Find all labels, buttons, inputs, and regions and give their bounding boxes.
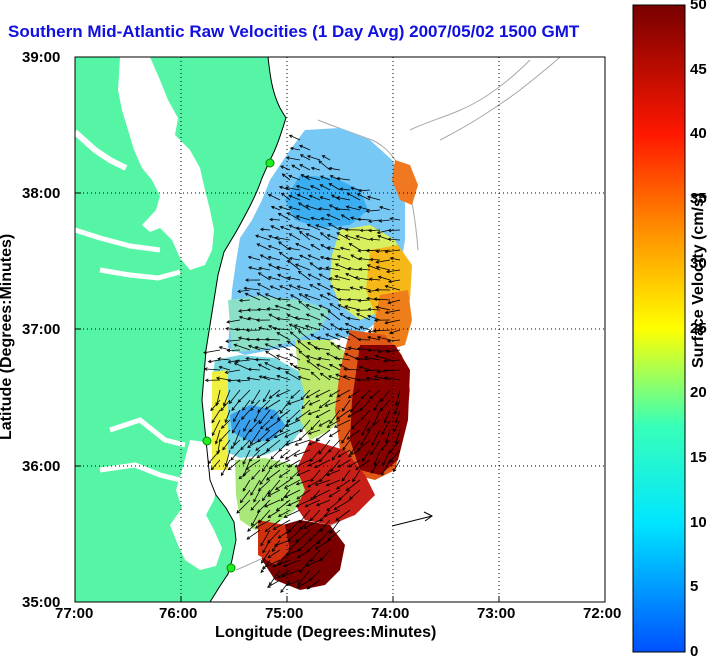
bathymetry-contour <box>440 57 560 140</box>
station-marker <box>266 159 274 167</box>
colorbar-tick-label: 50 <box>690 0 707 13</box>
reference-arrow <box>392 516 432 526</box>
colorbar-tick-label: 5 <box>690 578 698 595</box>
bathymetry-contour <box>410 60 530 130</box>
velocity-arrow <box>281 450 290 458</box>
lon-tick-label: 73:00 <box>477 605 515 622</box>
lat-tick-label: 36:00 <box>22 458 60 475</box>
lon-tick-label: 72:00 <box>583 605 621 622</box>
colorbar-tick-label: 10 <box>690 514 707 531</box>
velocity-arrow <box>358 340 370 341</box>
lon-tick-label: 75:00 <box>265 605 303 622</box>
lat-tick-label: 37:00 <box>22 321 60 338</box>
colorbar-label-text: Surface Velocity (cm/s) <box>690 193 708 368</box>
colorbar-tick-label: 45 <box>690 61 707 78</box>
velocity-arrow <box>337 290 350 291</box>
lat-tick-label: 39:00 <box>22 49 60 66</box>
colorbar-tick-label: 15 <box>690 449 707 466</box>
lat-tick-label: 38:00 <box>22 185 60 202</box>
lon-tick-label: 76:00 <box>159 605 197 622</box>
colorbar-tick-label: 20 <box>690 384 707 401</box>
velocity-arrow <box>360 230 370 231</box>
colorbar-tick-label: 0 <box>690 643 698 660</box>
lon-tick-label: 74:00 <box>371 605 409 622</box>
velocity-arrow <box>255 360 270 361</box>
colorbar <box>633 5 685 652</box>
y-axis-label-text: Latitude (Degrees:Minutes) <box>0 234 16 440</box>
colorbar-tick-label: 40 <box>690 125 707 142</box>
station-marker <box>227 564 235 572</box>
station-marker <box>203 437 211 445</box>
lon-tick-label: 77:00 <box>55 605 93 622</box>
x-axis-label: Longitude (Degrees:Minutes) <box>215 624 436 642</box>
